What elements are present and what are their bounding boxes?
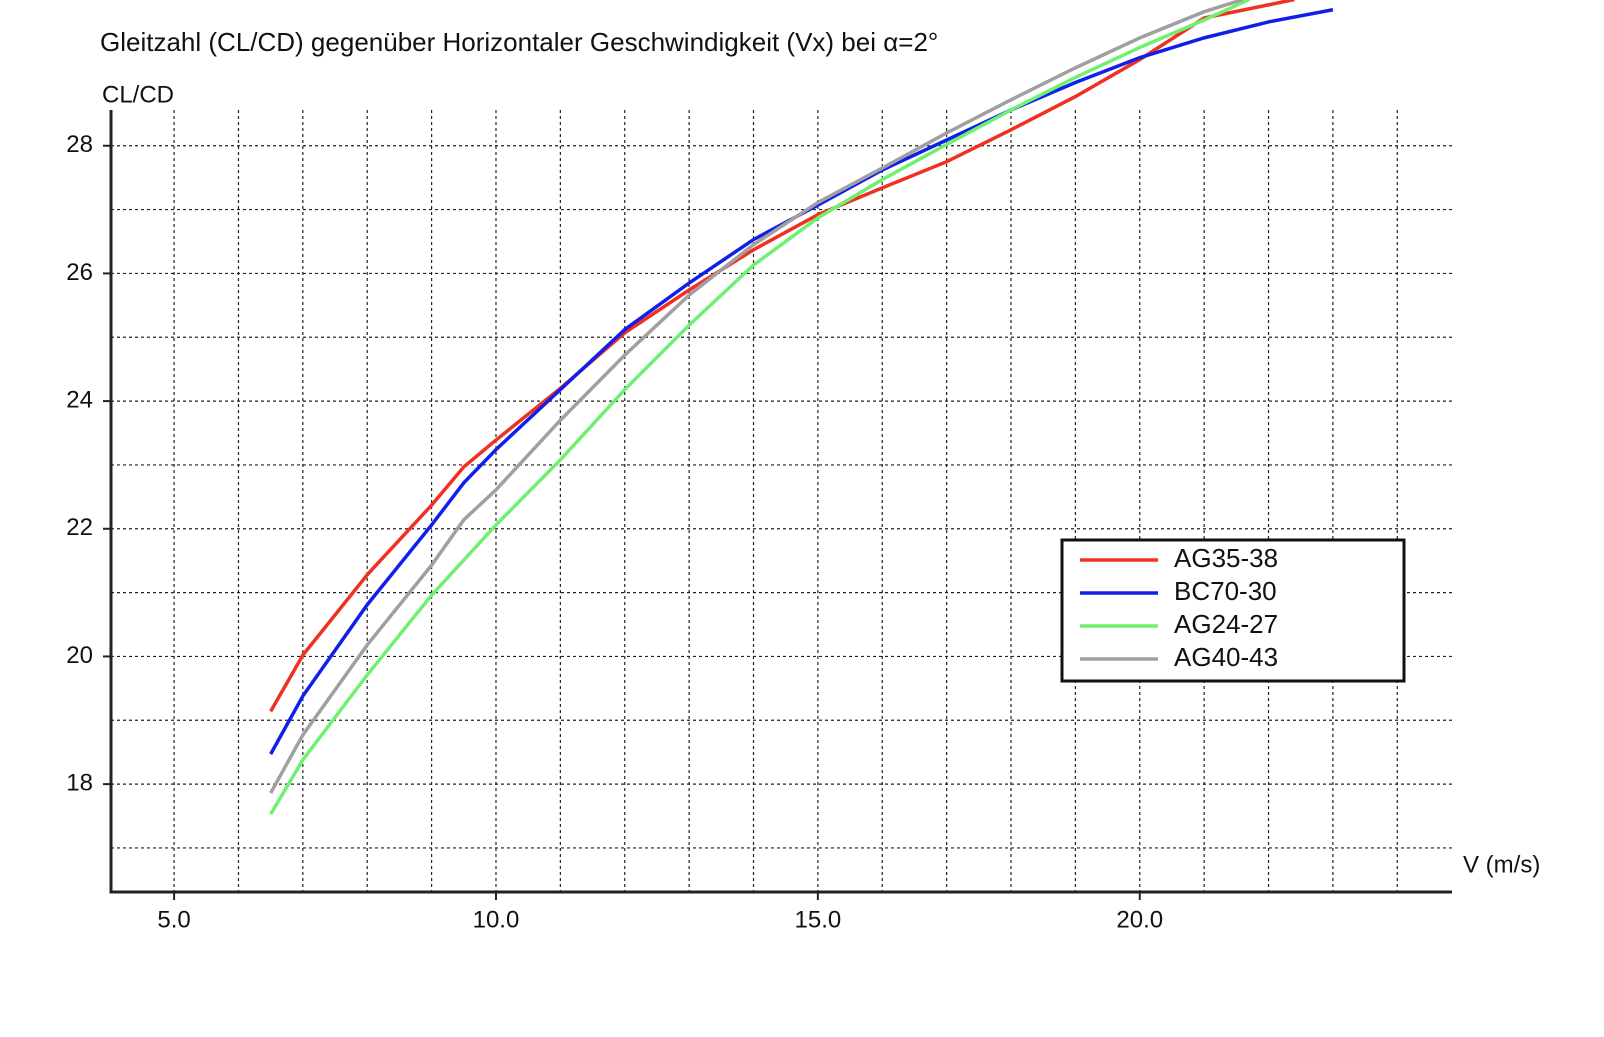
x-tick-label: 5.0 [157, 906, 190, 933]
y-axis-label: CL/CD [102, 81, 174, 108]
y-tick-label: 18 [66, 769, 93, 796]
series-line [269, 0, 1250, 816]
x-axis-label: V (m/s) [1463, 851, 1540, 878]
y-tick-label: 26 [66, 259, 93, 286]
legend-label: AG35-38 [1174, 543, 1278, 573]
x-tick-label: 15.0 [795, 906, 842, 933]
y-tick-label: 24 [66, 386, 93, 413]
series-line [269, 0, 1244, 794]
legend-label: BC70-30 [1174, 576, 1277, 606]
y-tick-label: 22 [66, 514, 93, 541]
y-tick-label: 20 [66, 642, 93, 669]
x-tick-label: 20.0 [1116, 906, 1163, 933]
y-tick-label: 28 [66, 131, 93, 158]
legend-label: AG24-27 [1174, 609, 1278, 639]
series-line [269, 8, 1334, 755]
chart-title: Gleitzahl (CL/CD) gegenüber Horizontaler… [100, 27, 938, 57]
x-tick-label: 10.0 [473, 906, 520, 933]
legend-label: AG40-43 [1174, 642, 1278, 672]
